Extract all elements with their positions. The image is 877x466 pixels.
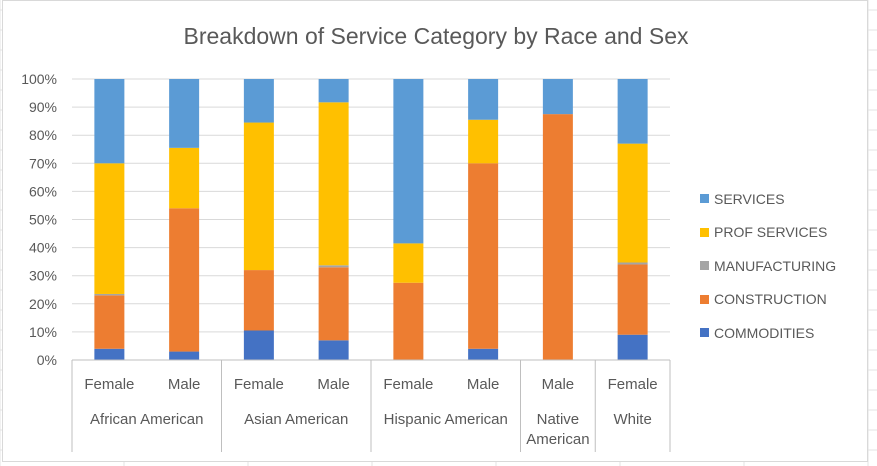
chart-area[interactable]: Breakdown of Service Category by Race an… (2, 0, 868, 462)
bar-segment-prof-services (617, 143, 648, 263)
legend-swatch (700, 328, 709, 338)
x-category-label: Male (542, 376, 575, 393)
bar-segment-construction (393, 282, 424, 360)
y-tick-label: 40% (29, 240, 57, 256)
bar-segment-commodities (617, 334, 648, 360)
bar-segment-commodities (94, 348, 125, 360)
bar-segment-commodities (243, 330, 274, 360)
bar-segment-commodities (468, 348, 499, 360)
x-category-label: Male (467, 376, 500, 393)
x-category-label: Female (234, 376, 284, 393)
legend-label: PROF SERVICES (714, 224, 828, 241)
x-group-label: American (526, 431, 589, 448)
y-tick-label: 90% (29, 99, 57, 115)
bar-segment-services (318, 79, 349, 103)
bar-segment-construction (169, 208, 200, 352)
bar-segment-construction (468, 163, 499, 349)
x-group-label: Asian American (244, 411, 348, 428)
y-tick-label: 80% (29, 127, 57, 143)
bar-segment-prof-services (243, 122, 274, 271)
legend-item: COMMODITIES (700, 316, 836, 350)
bar-segment-services (468, 79, 499, 120)
legend-item: PROF SERVICES (700, 216, 836, 250)
y-tick-label: 10% (29, 324, 57, 340)
bar-segment-construction (617, 264, 648, 335)
legend-item: SERVICES (700, 182, 836, 216)
x-category-label: Male (168, 376, 201, 393)
bar-segment-services (94, 79, 125, 164)
y-tick-label: 0% (37, 352, 57, 368)
bar-segment-construction (243, 270, 274, 331)
y-tick-label: 50% (29, 212, 57, 228)
legend: SERVICES PROF SERVICES MANUFACTURING CONSTR… (700, 182, 836, 350)
legend-label: COMMODITIES (714, 324, 815, 341)
legend-swatch (700, 261, 709, 271)
bar-segment-prof-services (169, 147, 200, 209)
legend-label: CONSTRUCTION (714, 291, 827, 308)
bar-segment-manufacturing (94, 293, 125, 296)
bar-segment-construction (542, 114, 573, 360)
y-tick-label: 20% (29, 296, 57, 312)
legend-swatch (700, 294, 709, 304)
bar-segment-services (243, 79, 274, 123)
bar-segment-services (542, 79, 573, 115)
bar-segment-commodities (169, 351, 200, 360)
bar-segment-construction (94, 295, 125, 349)
bar-segment-services (393, 79, 424, 244)
bar-segment-manufacturing (617, 262, 648, 265)
x-group-label: African American (90, 411, 203, 428)
y-tick-label: 100% (21, 71, 57, 87)
y-tick-label: 30% (29, 268, 57, 284)
bar-segment-construction (318, 267, 349, 341)
legend-swatch (700, 227, 709, 237)
chart-title: Breakdown of Service Category by Race an… (183, 23, 689, 49)
legend-item: CONSTRUCTION (700, 283, 836, 317)
bar-segment-prof-services (94, 163, 125, 294)
y-tick-label: 70% (29, 155, 57, 171)
x-category-label: Female (84, 376, 134, 393)
bar-segment-services (617, 79, 648, 144)
bar-segment-commodities (318, 340, 349, 360)
legend-label: SERVICES (714, 190, 785, 207)
bar-segment-prof-services (468, 119, 499, 164)
bar-segment-prof-services (393, 243, 424, 283)
y-tick-label: 60% (29, 183, 57, 199)
x-category-label: Female (608, 376, 658, 393)
x-category-label: Male (317, 376, 350, 393)
x-group-label: White (613, 411, 651, 428)
x-group-label: Hispanic American (384, 411, 508, 428)
legend-label: MANUFACTURING (714, 257, 837, 274)
bar-segment-prof-services (318, 102, 349, 266)
bar-segment-services (169, 79, 200, 148)
x-category-label: Female (383, 376, 433, 393)
legend-swatch (700, 194, 709, 204)
legend-item: MANUFACTURING (700, 249, 836, 283)
x-group-label: Native (537, 411, 580, 428)
bar-segment-manufacturing (318, 265, 349, 268)
